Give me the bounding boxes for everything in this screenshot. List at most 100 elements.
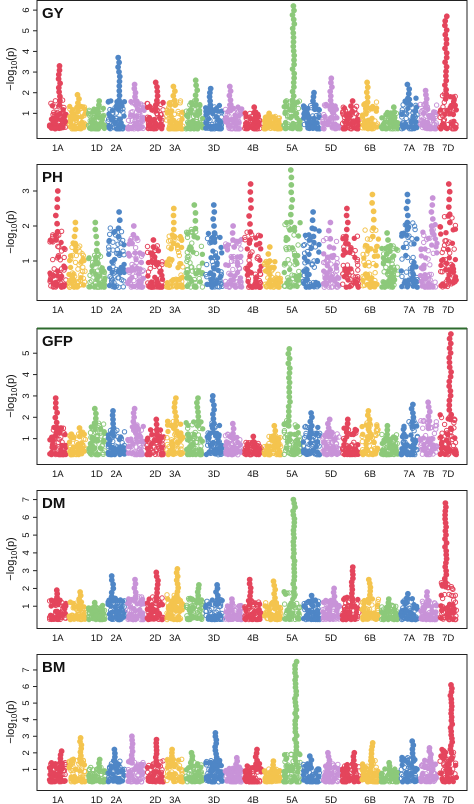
snp-point — [192, 77, 199, 84]
snp-point — [49, 444, 55, 451]
snp-point — [53, 587, 60, 594]
snp-point — [216, 432, 222, 438]
y-tick-label: 3 — [21, 188, 32, 193]
x-tick-label: 2D — [149, 305, 161, 316]
snp-point — [211, 209, 218, 215]
snp-point — [170, 92, 177, 99]
snp-point — [52, 125, 58, 132]
snp-point — [210, 265, 217, 271]
snp-point — [205, 230, 212, 237]
chromosome-2d — [144, 79, 166, 132]
snp-point — [393, 448, 399, 454]
y-tick-label: 7 — [21, 497, 32, 502]
snp-point — [61, 245, 67, 252]
snp-point — [453, 124, 459, 131]
snp-point — [247, 237, 253, 243]
snp-point — [443, 54, 450, 61]
snp-point — [446, 378, 453, 385]
chromosome-2b — [125, 81, 147, 132]
snp-point — [421, 265, 427, 271]
snp-point — [372, 248, 379, 254]
snp-point — [373, 105, 380, 111]
snp-point — [242, 110, 248, 116]
snp-point — [153, 569, 160, 576]
snp-point — [153, 431, 160, 438]
snp-point — [446, 402, 453, 409]
snp-point — [48, 100, 54, 107]
snp-point — [199, 115, 206, 122]
snp-point — [184, 125, 190, 131]
snp-point — [131, 405, 138, 412]
snp-point — [247, 181, 254, 187]
snp-point — [227, 106, 233, 113]
snp-point — [294, 115, 300, 121]
x-tick-label: 5A — [286, 305, 298, 316]
snp-point — [446, 345, 453, 352]
snp-point — [365, 408, 372, 414]
snp-point — [404, 226, 411, 233]
snp-point — [111, 256, 118, 263]
snp-point — [153, 421, 160, 428]
snp-point — [363, 89, 370, 96]
x-tick-label: 7A — [403, 143, 415, 154]
snp-point — [229, 230, 236, 236]
snp-point — [452, 450, 458, 456]
snp-point — [116, 78, 123, 85]
snp-point — [58, 110, 64, 117]
x-tick-label: 7A — [403, 469, 415, 480]
snp-point — [203, 112, 209, 118]
snp-point — [154, 426, 160, 433]
snp-point — [135, 125, 141, 132]
snp-point — [54, 228, 61, 235]
snp-point — [145, 259, 152, 266]
snp-point — [129, 283, 136, 289]
snp-point — [384, 422, 391, 429]
snp-point — [211, 223, 217, 229]
snp-point — [286, 374, 292, 381]
snp-point — [227, 101, 234, 108]
snp-point — [108, 450, 114, 456]
snp-point — [191, 202, 198, 208]
snp-point — [285, 360, 292, 367]
snp-point — [138, 259, 145, 266]
snp-point — [288, 204, 295, 211]
x-tick-label: 5A — [286, 469, 298, 480]
snp-point — [245, 121, 251, 127]
snp-point — [432, 236, 439, 242]
snp-point — [282, 109, 288, 115]
y-tick-label: 3 — [21, 568, 32, 573]
chromosome-2a — [105, 54, 128, 132]
snp-point — [285, 277, 292, 283]
snp-point — [110, 408, 116, 414]
y-tick-label: 1 — [21, 258, 32, 263]
snp-point — [172, 88, 178, 95]
snp-point — [286, 355, 293, 362]
snp-point — [410, 279, 416, 285]
snp-point — [230, 435, 237, 442]
snp-point — [109, 609, 115, 615]
snp-point — [100, 123, 107, 130]
snp-point — [251, 104, 258, 111]
snp-point — [452, 279, 458, 285]
x-tick-label: 3A — [169, 469, 181, 480]
snp-point — [58, 239, 64, 246]
snp-point — [442, 31, 449, 38]
snp-point — [50, 115, 57, 121]
snp-point — [194, 404, 201, 411]
snp-point — [399, 230, 405, 237]
snp-point — [208, 126, 215, 132]
snp-point — [53, 424, 60, 431]
snp-point — [105, 98, 112, 105]
snp-point — [115, 233, 122, 240]
snp-point — [244, 265, 250, 271]
snp-point — [400, 244, 407, 251]
snp-point — [448, 411, 455, 418]
snp-point — [144, 445, 151, 452]
snp-point — [285, 413, 292, 420]
snp-point — [380, 255, 387, 261]
snp-point — [287, 219, 294, 226]
snp-point — [159, 123, 166, 129]
snp-point — [92, 219, 99, 226]
snp-point — [172, 409, 178, 415]
x-tick-label: 5D — [325, 469, 337, 480]
